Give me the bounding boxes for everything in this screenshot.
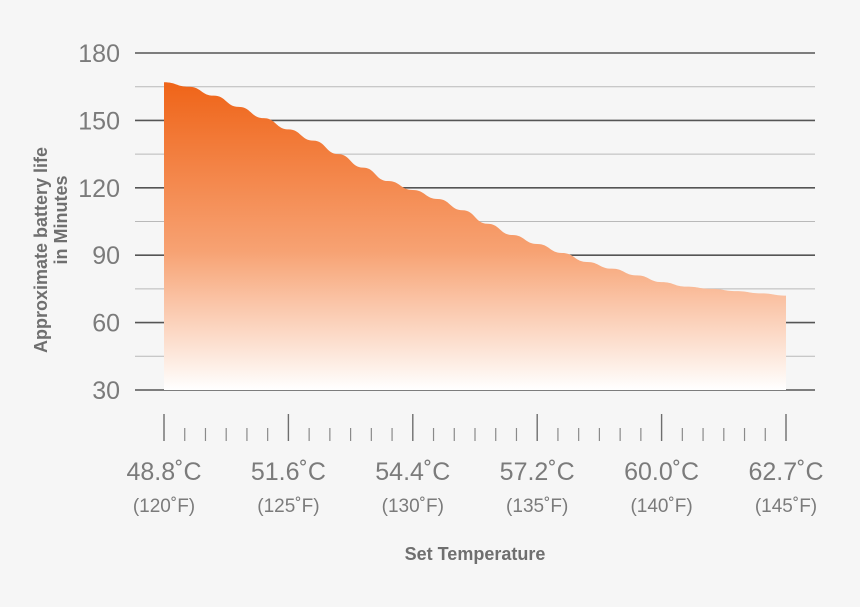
- x-tick-label-celsius: 60.0˚C: [624, 458, 699, 486]
- y-axis-ticks: 180 150 120 90 60 30: [78, 40, 120, 405]
- x-tick-label-celsius: 57.2˚C: [500, 458, 575, 486]
- y-tick-label: 120: [78, 175, 120, 203]
- y-tick-label: 30: [92, 377, 120, 405]
- x-tick-label-celsius: 48.8˚C: [126, 458, 201, 486]
- y-tick-label: 60: [92, 310, 120, 338]
- x-tick-label-fahrenheit: (125˚F): [257, 496, 319, 517]
- x-tick-label-fahrenheit: (145˚F): [755, 496, 817, 517]
- x-tick-label-fahrenheit: (130˚F): [382, 496, 444, 517]
- y-axis-title-line2: in Minutes: [51, 176, 71, 265]
- x-tick-label-celsius: 62.7˚C: [748, 458, 823, 486]
- x-tick-label-celsius: 54.4˚C: [375, 458, 450, 486]
- x-tick-label-fahrenheit: (120˚F): [133, 496, 195, 517]
- x-tick-label-fahrenheit: (135˚F): [506, 496, 568, 517]
- x-tick-label-celsius: 51.6˚C: [251, 458, 326, 486]
- battery-life-area: [164, 82, 786, 390]
- x-tick-label-fahrenheit: (140˚F): [630, 496, 692, 517]
- x-axis: 48.8˚C (120˚F) 51.6˚C (125˚F) 54.4˚C (130˚F) 5…: [126, 414, 824, 517]
- y-tick-label: 90: [92, 242, 120, 270]
- y-axis-title-line1: Approximate battery life: [31, 147, 51, 353]
- y-tick-label: 180: [78, 40, 120, 68]
- y-tick-label: 150: [78, 107, 120, 135]
- x-axis-title: Set Temperature: [405, 544, 546, 564]
